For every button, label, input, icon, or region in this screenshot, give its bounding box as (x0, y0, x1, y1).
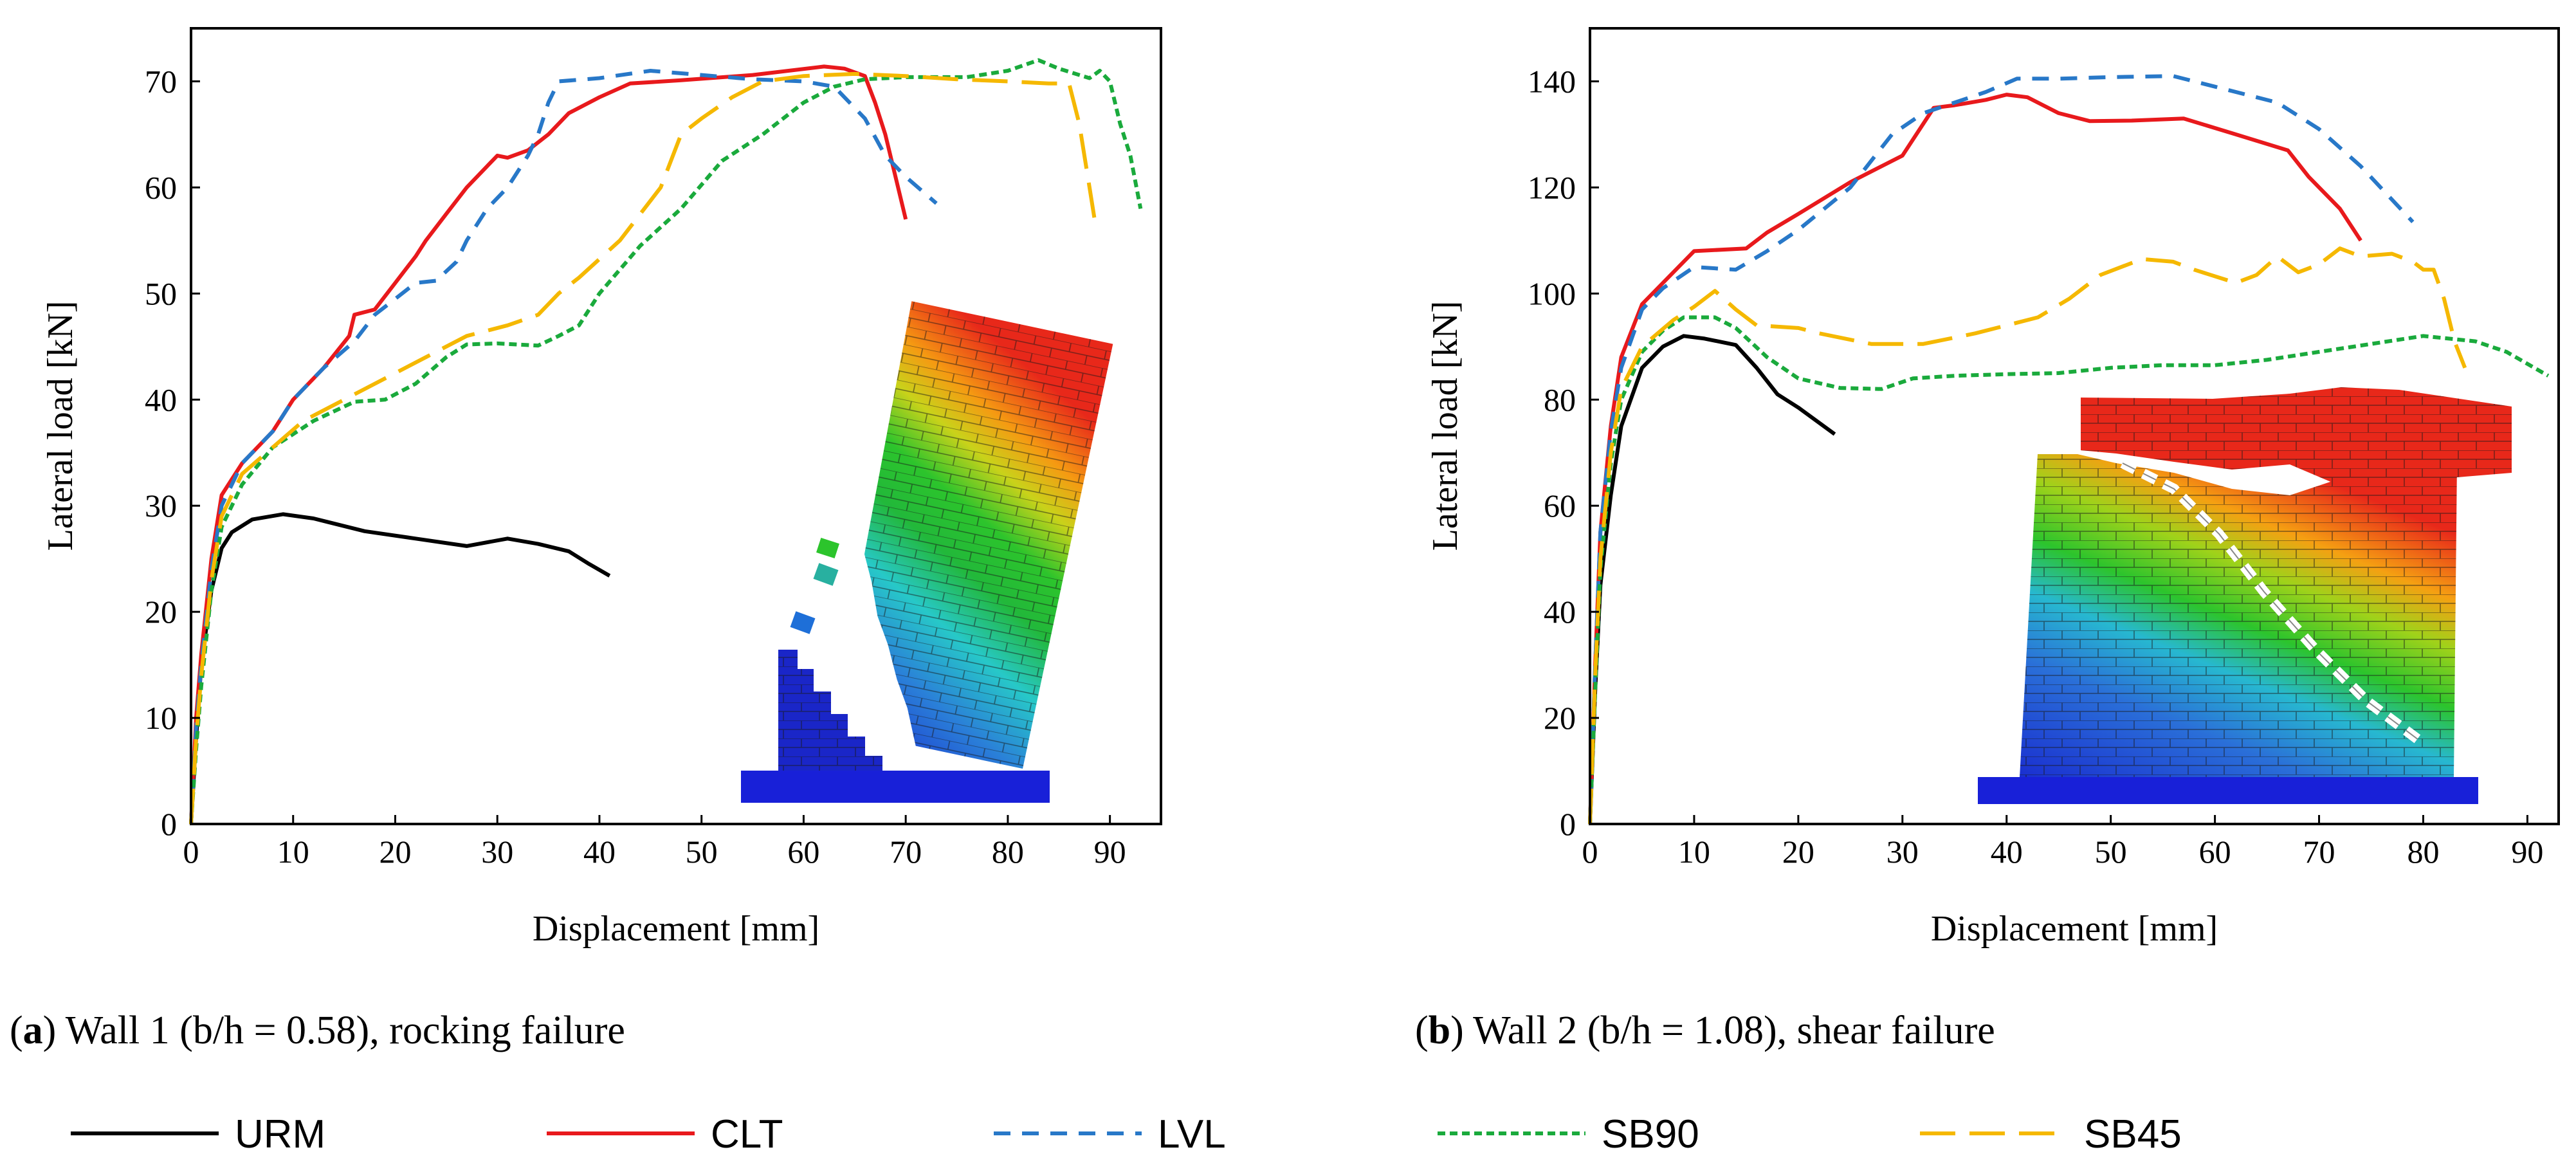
panel-a-y-tick-label: 0 (161, 806, 177, 842)
legend-item-sb90: SB90 (1438, 1112, 1699, 1157)
panel-b-y-axis-title: Lateral load [kN] (1425, 301, 1465, 551)
legend-item-lvl: LVL (994, 1112, 1226, 1157)
panel-a-x-tick-label: 30 (481, 834, 513, 870)
panel-a-series-lvl-line (189, 69, 938, 825)
legend-label-clt: CLT (711, 1112, 783, 1157)
panel-a-y-tick-label: 70 (145, 63, 177, 99)
inset-wall-2-diagonal-crack (2120, 458, 2422, 744)
panel-b-x-tick-label: 30 (1886, 834, 1919, 870)
panel-a-ticks: 0 10 20 30 40 50 60 70 80 90 0 10 20 30 40 50 60 70 (145, 63, 1126, 870)
panel-a-x-tick-label: 10 (277, 834, 309, 870)
panel-b-x-tick-label: 10 (1678, 834, 1710, 870)
panel-b-x-tick-label: 80 (2407, 834, 2439, 870)
panel-a-x-axis-title: Displacement [mm] (533, 909, 819, 949)
inset-wall-2-base (1978, 777, 2478, 804)
panel-b-plot-content (1588, 74, 2550, 825)
panel-b-y-tick-label: 40 (1544, 594, 1576, 630)
legend: URM CLT LVL SB90 SB45 (71, 1112, 2182, 1157)
panel-b-x-axis-title: Displacement [mm] (1931, 909, 2218, 949)
panel-a-x-tick-label: 90 (1094, 834, 1126, 870)
legend-item-urm: URM (71, 1112, 325, 1157)
panel-a-y-tick-label: 10 (145, 700, 177, 736)
panel-b-x-tick-label: 20 (1782, 834, 1814, 870)
inset-wall-1-body (864, 301, 1113, 769)
legend-label-sb90: SB90 (1602, 1112, 1699, 1157)
panel-a-caption: (a) Wall 1 (b/h = 0.58), rocking failure (10, 1009, 625, 1052)
panel-b-y-tick-label: 0 (1560, 806, 1576, 842)
panel-a-caption-letter: a (23, 1009, 43, 1052)
inset-wall-2-top-bricks (2081, 387, 2512, 486)
panel-a-y-tick-label: 20 (145, 594, 177, 630)
inset-wall-1-lower-left-bricks (778, 537, 882, 771)
panel-a-wall-deformation-inset (741, 301, 1113, 803)
chart-panel-a: 0 10 20 30 40 50 60 70 80 90 0 10 20 30 40 50 60 70 Displ… (10, 27, 1162, 1052)
panel-b-series-urm-line (1588, 334, 1836, 825)
panel-b-y-tick-label: 80 (1544, 381, 1576, 417)
panel-b-caption-text: Wall 2 (b/h = 1.08), shear failure (1473, 1009, 1995, 1052)
legend-label-sb45: SB45 (2084, 1112, 2182, 1157)
panel-b-caption: (b) Wall 2 (b/h = 1.08), shear failure (1415, 1009, 1995, 1052)
panel-a-y-axis-title: Lateral load [kN] (41, 301, 80, 551)
panel-b-series-sb45-line (1588, 246, 2467, 825)
panel-b-x-tick-label: 90 (2511, 834, 2543, 870)
panel-a-x-tick-label: 40 (583, 834, 616, 870)
panel-a-x-tick-label: 20 (379, 834, 411, 870)
legend-item-clt: CLT (547, 1112, 783, 1157)
legend-label-urm: URM (235, 1112, 325, 1157)
panel-a-x-tick-label: 0 (183, 834, 199, 870)
legend-label-lvl: LVL (1158, 1112, 1226, 1157)
panel-b-y-tick-label: 60 (1544, 488, 1576, 524)
panel-b-caption-letter: b (1429, 1009, 1450, 1052)
panel-b-y-tick-label: 100 (1528, 275, 1576, 311)
panel-a-y-tick-label: 60 (145, 169, 177, 205)
panel-a-plot-content (189, 58, 1143, 825)
panel-a-series-sb45-line (189, 71, 1097, 825)
panel-b-x-tick-label: 0 (1582, 834, 1598, 870)
panel-a-x-tick-label: 50 (686, 834, 718, 870)
panel-b-y-tick-label: 120 (1528, 169, 1576, 205)
panel-b-series-lvl-line (1588, 74, 2415, 825)
panel-b-plot-frame (1589, 27, 2560, 825)
legend-item-sb45: SB45 (1920, 1112, 2182, 1157)
panel-b-wall-deformation-inset (1978, 387, 2512, 804)
panel-a-plot-frame (190, 27, 1162, 825)
panel-b-y-tick-label: 140 (1528, 63, 1576, 99)
panel-b-x-tick-label: 60 (2199, 834, 2231, 870)
chart-panel-b: 0 10 20 30 40 50 60 70 80 90 0 20 40 60 80 100 120 140 Di… (1415, 27, 2560, 1052)
panel-a-caption-text: Wall 1 (b/h = 0.58), rocking failure (66, 1009, 625, 1052)
panel-b-x-tick-label: 70 (2303, 834, 2335, 870)
panel-a-y-tick-label: 50 (145, 275, 177, 311)
panel-a-x-tick-label: 80 (992, 834, 1024, 870)
panel-a-series-sb90-line (189, 58, 1143, 825)
panel-a-y-tick-label: 30 (145, 488, 177, 524)
panel-b-x-tick-label: 50 (2095, 834, 2127, 870)
panel-b-y-tick-label: 20 (1544, 700, 1576, 736)
panel-b-ticks: 0 10 20 30 40 50 60 70 80 90 0 20 40 60 80 100 120 140 (1528, 63, 2543, 870)
panel-a-series-urm-line (189, 512, 611, 825)
inset-wall-1-base (741, 771, 1050, 803)
panel-b-x-tick-label: 40 (1991, 834, 2023, 870)
inset-wall-2-body (2020, 454, 2457, 777)
panel-a-x-tick-label: 60 (787, 834, 819, 870)
panel-a-x-tick-label: 70 (890, 834, 922, 870)
panel-a-y-tick-label: 40 (145, 381, 177, 417)
